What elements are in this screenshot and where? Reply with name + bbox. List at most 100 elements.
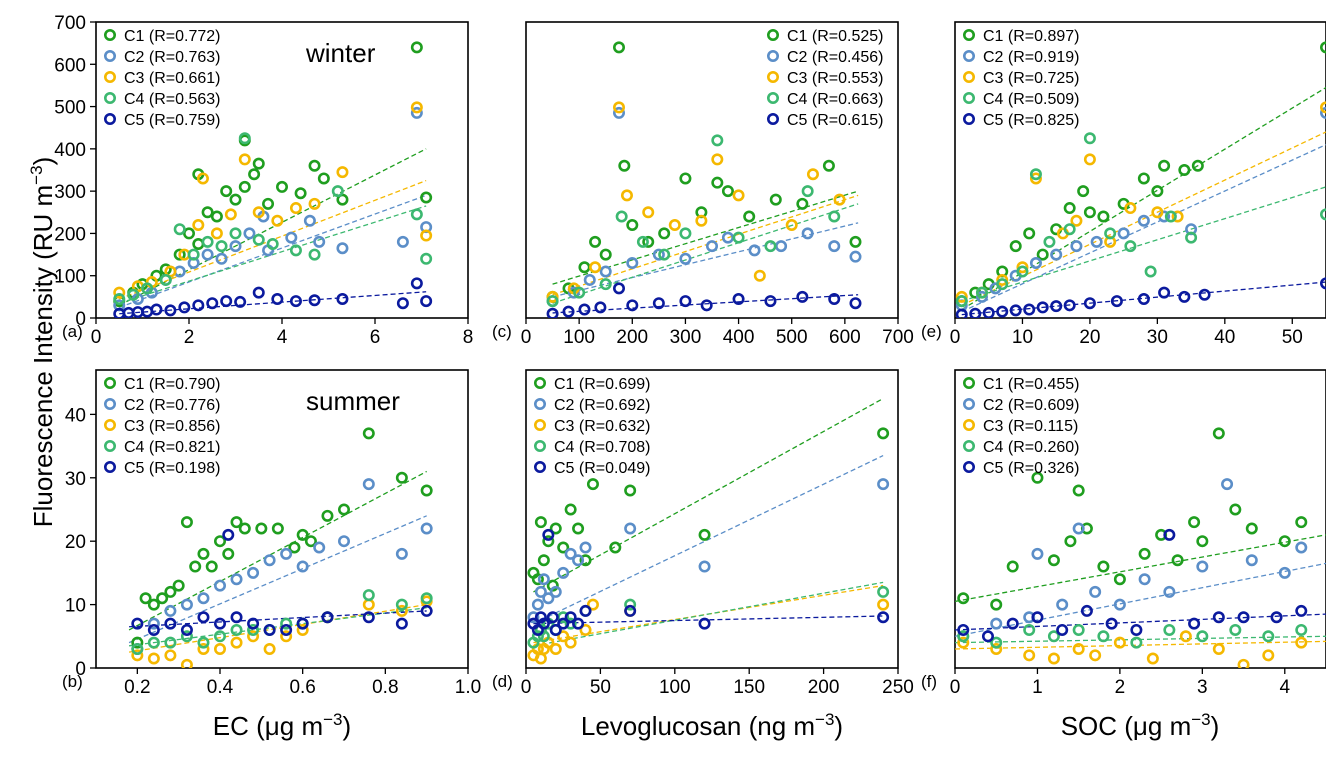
x-tick-label: 0.6 xyxy=(289,677,315,698)
data-point-c4 xyxy=(1295,623,1308,636)
data-point-c2 xyxy=(285,231,298,244)
data-point-c4 xyxy=(711,134,724,147)
data-point-c3 xyxy=(395,604,408,617)
data-point-c1 xyxy=(183,227,196,240)
data-point-c2 xyxy=(626,257,639,270)
legend-label-c1: C1 (R=0.772) xyxy=(124,28,221,45)
data-point-c2 xyxy=(420,522,433,535)
fit-line-c3 xyxy=(552,194,859,296)
data-point-c3 xyxy=(247,630,260,643)
plot-area xyxy=(955,41,1326,318)
data-point-c1 xyxy=(1278,535,1291,548)
data-point-c4 xyxy=(395,598,408,611)
data-point-c2 xyxy=(583,273,596,286)
data-point-c4 xyxy=(187,248,200,261)
plot-frame xyxy=(95,369,469,669)
data-point-c3 xyxy=(1146,652,1159,665)
data-point-c2 xyxy=(1031,547,1044,560)
legend-label-c3: C3 (R=0.661) xyxy=(124,70,221,87)
data-point-c2 xyxy=(1137,214,1150,227)
data-point-c1 xyxy=(337,503,350,516)
data-point-c4 xyxy=(252,233,265,246)
legend-label-c5: C5 (R=0.759) xyxy=(124,112,221,129)
x-tick-label: 30 xyxy=(1147,327,1168,348)
legend-marker-c3 xyxy=(962,418,975,431)
data-point-c1 xyxy=(230,516,243,529)
data-point-c2 xyxy=(243,227,256,240)
legend-label-c2: C2 (R=0.763) xyxy=(124,49,221,66)
data-point-c3 xyxy=(210,227,223,240)
data-point-c1 xyxy=(308,159,321,172)
data-point-c2 xyxy=(1278,566,1291,579)
data-point-c5 xyxy=(1083,297,1096,310)
legend-marker-c1 xyxy=(104,376,117,389)
data-point-c4 xyxy=(289,244,302,257)
fit-line-c2 xyxy=(961,144,1326,313)
data-point-c3 xyxy=(263,642,276,655)
legend-label-c1: C1 (R=0.525) xyxy=(787,28,884,45)
data-point-c3 xyxy=(877,598,890,611)
data-point-c1 xyxy=(131,636,144,649)
data-point-c2 xyxy=(612,106,625,119)
data-point-c4 xyxy=(732,231,745,244)
data-point-c3 xyxy=(238,153,251,166)
data-point-c4 xyxy=(1124,240,1137,253)
legend-marker-c5 xyxy=(533,460,546,473)
fit-line-c4 xyxy=(552,203,859,304)
x-tick-label: 0.8 xyxy=(372,677,398,698)
data-point-c1 xyxy=(679,172,692,185)
legend-marker-c4 xyxy=(533,439,546,452)
legend-marker-c2 xyxy=(962,49,975,62)
panel-label: (d) xyxy=(492,672,513,691)
x-tick-label: 50 xyxy=(590,677,611,698)
legend-marker-c4 xyxy=(104,439,117,452)
x-tick-label: 1.0 xyxy=(455,677,481,698)
data-point-c4 xyxy=(1072,623,1085,636)
x-tick-label: 250 xyxy=(882,677,914,698)
data-point-c2 xyxy=(313,235,326,248)
panel-label: (f) xyxy=(921,672,937,691)
data-point-c5 xyxy=(1130,623,1143,636)
data-point-c3 xyxy=(546,290,559,303)
data-point-c5 xyxy=(564,611,577,624)
data-point-c1 xyxy=(1245,522,1258,535)
data-point-c1 xyxy=(849,235,862,248)
data-point-c4 xyxy=(624,598,637,611)
data-point-c3 xyxy=(1262,649,1275,662)
data-point-c1 xyxy=(877,427,890,440)
data-point-c1 xyxy=(275,180,288,193)
data-point-c1 xyxy=(304,535,317,548)
data-point-c5 xyxy=(147,623,160,636)
data-point-c2 xyxy=(549,585,562,598)
data-point-c1 xyxy=(1138,547,1151,560)
data-point-c3 xyxy=(308,197,321,210)
data-point-c5 xyxy=(877,611,890,624)
data-point-c1 xyxy=(626,218,639,231)
data-point-c4 xyxy=(410,208,423,221)
data-point-c2 xyxy=(1320,106,1326,119)
data-point-c2 xyxy=(990,617,1003,630)
panel-d: 0 50 100 150 200 250 (d) C1 (R=0.699) C2 (R=0.69… xyxy=(492,369,914,698)
data-point-c4 xyxy=(173,223,186,236)
data-point-c2 xyxy=(147,617,160,630)
x-tick-label: 0 xyxy=(521,677,532,698)
legend-label-c5: C5 (R=0.326) xyxy=(983,460,1080,477)
data-point-c2 xyxy=(975,290,988,303)
legend-marker-c1 xyxy=(962,376,975,389)
legend-label-c5: C5 (R=0.825) xyxy=(983,112,1080,129)
data-point-c2 xyxy=(527,611,540,624)
data-point-c5 xyxy=(164,617,177,630)
data-point-c3 xyxy=(196,172,209,185)
data-point-c3 xyxy=(164,649,177,662)
legend-marker-c5 xyxy=(766,113,779,126)
data-point-c5 xyxy=(1105,617,1118,630)
legend-label-c3: C3 (R=0.632) xyxy=(554,418,651,435)
data-point-c5 xyxy=(612,282,625,295)
data-point-c3 xyxy=(197,642,210,655)
data-point-c3 xyxy=(990,642,1003,655)
panel-e: 0 10 20 30 40 50 (e) C1 (R=0.897) C2 (R=0.919) C3… xyxy=(921,21,1326,348)
legend-label-c4: C4 (R=0.563) xyxy=(124,91,221,108)
data-point-c4 xyxy=(180,630,193,643)
data-point-c5 xyxy=(534,611,547,624)
data-point-c4 xyxy=(573,286,586,299)
